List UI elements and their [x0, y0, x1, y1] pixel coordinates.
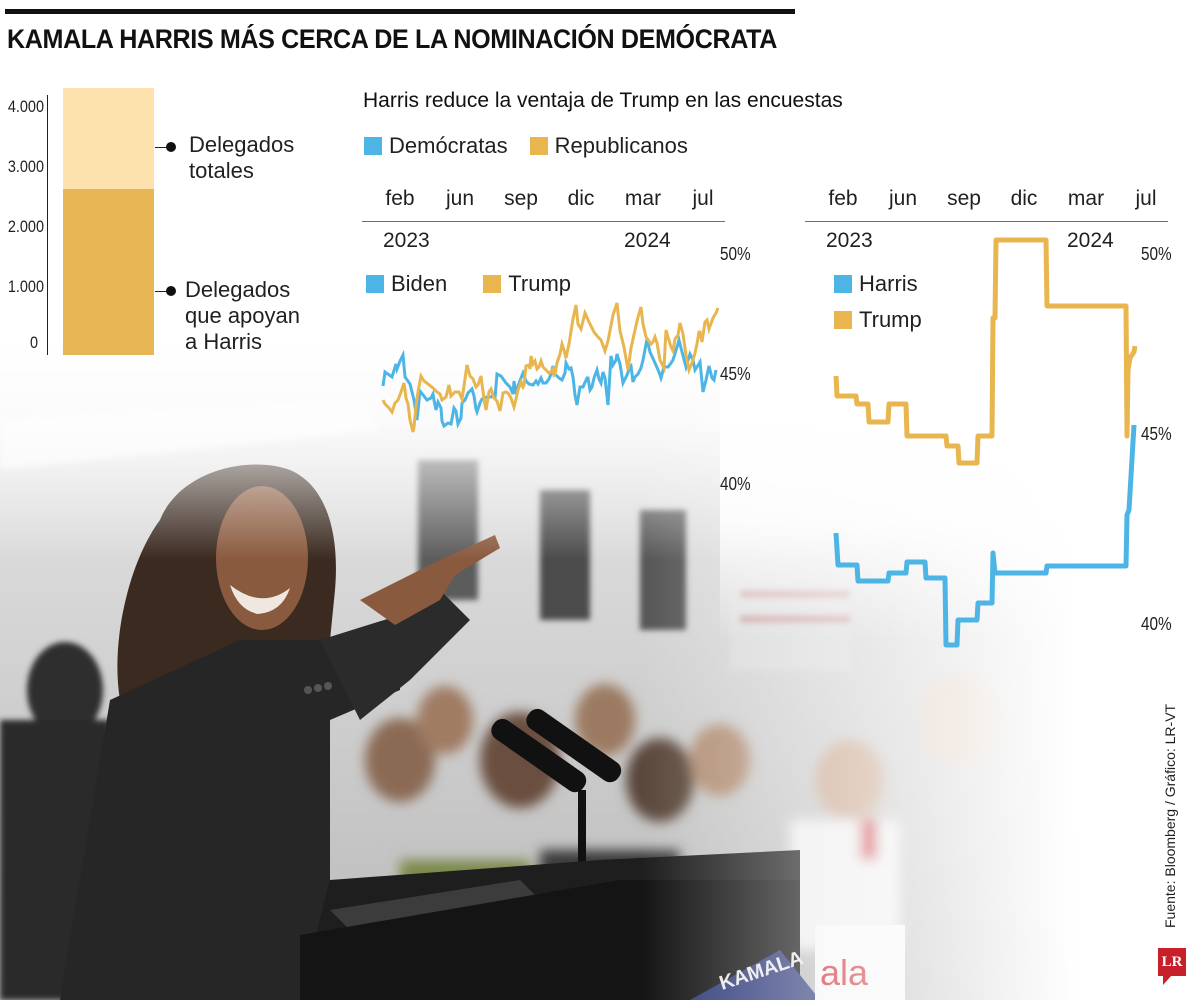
right-month-mar: mar — [1067, 187, 1105, 210]
leader-line-harris — [155, 291, 169, 292]
right-axis-divider — [805, 221, 1168, 222]
lr-logo-tail — [1163, 975, 1172, 985]
swatch-trump-left — [483, 275, 502, 293]
delegates-tick-3000: 3.000 — [7, 157, 44, 176]
left-pct-45: 45% — [720, 364, 751, 384]
left-month-jun: jun — [445, 187, 475, 210]
leader-dot-total — [166, 142, 176, 152]
legend-republicans: Republicanos — [554, 133, 688, 158]
page-title: KAMALA HARRIS MÁS CERCA DE LA NOMINACIÓN… — [7, 24, 778, 54]
legend-trump-right: Trump — [859, 307, 922, 332]
line-trump-left — [381, 302, 720, 433]
delegates-y-axis — [47, 95, 48, 355]
legend-harris: Harris — [859, 271, 918, 296]
left-year-2023: 2023 — [383, 229, 430, 252]
right-month-feb: feb — [828, 187, 858, 210]
right-legend-harris: Harris — [834, 271, 918, 297]
left-pct-50: 50% — [720, 244, 751, 264]
left-pct-40: 40% — [720, 474, 751, 494]
leader-dot-harris — [166, 286, 176, 296]
left-axis-divider — [362, 221, 725, 222]
legend-democrats: Demócratas — [389, 133, 508, 158]
bar-harris-delegates — [63, 189, 154, 355]
left-month-jul: jul — [692, 187, 714, 210]
delegates-tick-2000: 2.000 — [7, 217, 44, 236]
legend-party: Demócratas Republicanos — [364, 133, 688, 159]
source-credit: Fuente: Bloomberg / Gráfico: LR-VT — [1162, 703, 1178, 928]
swatch-republicans — [529, 137, 548, 155]
left-month-sep: sep — [504, 187, 538, 210]
right-pct-45: 45% — [1141, 424, 1172, 444]
swatch-democrats — [364, 137, 382, 155]
right-year-2023: 2023 — [826, 229, 873, 252]
swatch-trump-right — [834, 311, 852, 329]
legend-trump-left: Trump — [508, 271, 572, 296]
line-trump-right — [833, 237, 1138, 466]
right-month-sep: sep — [947, 187, 981, 210]
legend-biden: Biden — [391, 271, 448, 296]
header-rule — [5, 9, 795, 14]
right-month-dic: dic — [1010, 187, 1038, 210]
left-month-feb: feb — [385, 187, 415, 210]
label-harris-delegates: Delegados que apoyan a Harris — [185, 277, 300, 354]
swatch-harris — [834, 275, 852, 293]
delegates-tick-4000: 4.000 — [7, 97, 44, 116]
right-month-jun: jun — [888, 187, 918, 210]
right-year-2024: 2024 — [1067, 229, 1114, 252]
left-month-dic: dic — [567, 187, 595, 210]
leader-line-total — [155, 147, 169, 148]
right-pct-40: 40% — [1141, 614, 1172, 634]
photo-fade-right-top — [720, 340, 1200, 640]
polls-subtitle: Harris reduce la ventaja de Trump en las… — [363, 89, 843, 112]
left-month-mar: mar — [624, 187, 662, 210]
left-year-2024: 2024 — [624, 229, 671, 252]
left-legend: Biden Trump — [366, 271, 571, 297]
lr-logo: LR — [1158, 948, 1186, 976]
bar-total-delegates — [63, 88, 154, 189]
right-legend-trump: Trump — [834, 307, 922, 333]
label-total-delegates: Delegados totales — [189, 132, 295, 183]
right-month-jul: jul — [1135, 187, 1157, 210]
right-pct-50: 50% — [1141, 244, 1172, 264]
delegates-tick-1000: 1.000 — [7, 277, 44, 296]
line-harris — [833, 424, 1137, 648]
delegates-tick-0: 0 — [29, 333, 38, 352]
swatch-biden — [366, 275, 384, 293]
